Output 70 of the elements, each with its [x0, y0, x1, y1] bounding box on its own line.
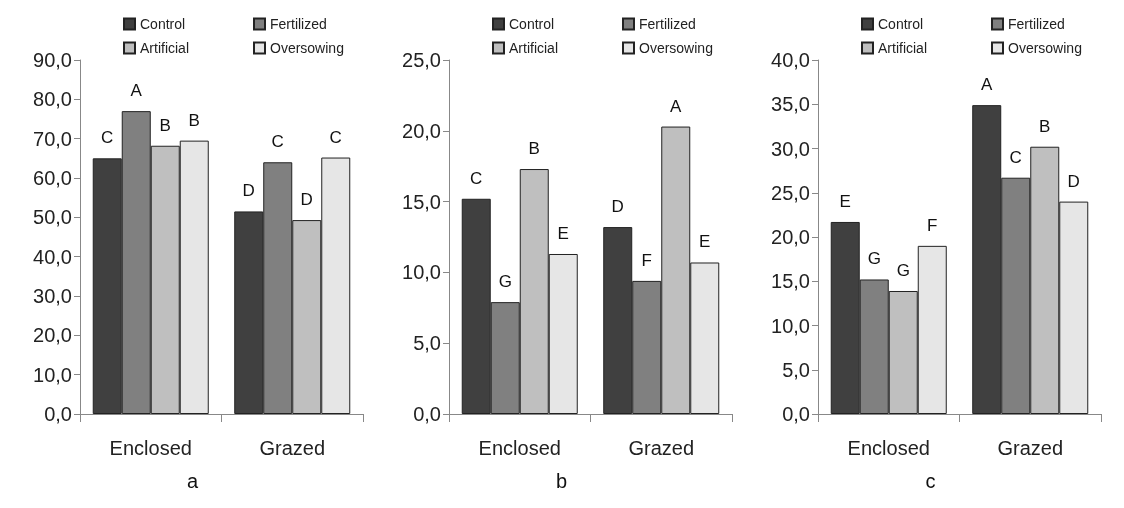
- y-tick-label: 60,0: [33, 167, 72, 189]
- y-tick-label: 20,0: [402, 119, 441, 142]
- y-tick-label: 20,0: [771, 226, 810, 248]
- y-tick-label: 80,0: [33, 88, 72, 111]
- legend-label: Control: [509, 16, 555, 32]
- legend-label: Fertilized: [1008, 16, 1065, 32]
- x-tick-label: Enclosed: [478, 437, 561, 459]
- legend-label: Fertilized: [639, 16, 696, 32]
- data-label: E: [699, 232, 711, 252]
- y-tick-label: 0,0: [782, 403, 810, 425]
- y-tick-label: 20,0: [33, 324, 72, 347]
- y-tick-label: 10,0: [402, 261, 441, 284]
- legend-label: Artificial: [509, 40, 559, 56]
- data-label: D: [1067, 171, 1080, 191]
- legend-label: Oversowing: [639, 40, 713, 56]
- data-label: B: [159, 115, 171, 135]
- legend-label: Artificial: [878, 40, 928, 56]
- x-tick-label: Grazed: [628, 437, 695, 459]
- y-tick-label: 0,0: [44, 403, 72, 425]
- data-label: C: [1009, 147, 1022, 167]
- y-tick-label: 70,0: [33, 127, 72, 150]
- data-label: A: [130, 81, 143, 101]
- data-label: D: [611, 197, 624, 217]
- y-tick-label: 10,0: [33, 363, 72, 386]
- y-tick-label: 15,0: [402, 190, 441, 213]
- y-tick-label: 5,0: [413, 332, 441, 355]
- data-label: C: [101, 128, 114, 148]
- y-tick-label: 25,0: [771, 181, 810, 204]
- data-label: E: [557, 223, 569, 243]
- legend-label: Oversowing: [270, 40, 344, 56]
- y-tick-label: 30,0: [33, 285, 72, 307]
- legend-label: Control: [140, 16, 186, 32]
- y-tick-label: 40,0: [771, 49, 810, 71]
- x-tick-label: Enclosed: [847, 437, 930, 459]
- legend-label: Fertilized: [270, 16, 327, 32]
- legend-label: Oversowing: [1008, 40, 1082, 56]
- data-label: D: [242, 181, 255, 201]
- text: b: [555, 470, 568, 492]
- data-label: B: [188, 110, 200, 130]
- data-label: F: [641, 250, 652, 270]
- data-label: G: [498, 272, 512, 292]
- y-tick-label: 50,0: [33, 206, 72, 229]
- y-tick-label: 10,0: [771, 314, 810, 337]
- data-label: B: [1039, 116, 1051, 136]
- y-tick-label: 5,0: [782, 358, 810, 381]
- data-label: C: [271, 132, 284, 152]
- data-label: D: [300, 190, 313, 210]
- data-label: G: [867, 249, 881, 269]
- data-label: C: [470, 168, 483, 188]
- text: a: [186, 470, 199, 492]
- y-tick-label: 25,0: [402, 49, 441, 71]
- data-label: B: [528, 139, 540, 159]
- legend-label: Artificial: [140, 40, 190, 56]
- data-label: E: [839, 191, 851, 211]
- y-tick-label: 0,0: [413, 403, 441, 425]
- y-tick-label: 35,0: [771, 93, 810, 116]
- x-tick-label: Enclosed: [109, 437, 192, 459]
- data-label: A: [981, 75, 994, 95]
- text: c: [925, 470, 936, 492]
- legend-label: Control: [878, 16, 924, 32]
- y-tick-label: 90,0: [33, 49, 72, 71]
- x-tick-label: Grazed: [259, 437, 326, 459]
- y-tick-label: 30,0: [771, 137, 810, 160]
- data-label: F: [927, 215, 938, 235]
- data-label: A: [670, 96, 683, 116]
- y-tick-label: 40,0: [33, 245, 72, 268]
- x-tick-label: Grazed: [997, 437, 1064, 459]
- data-label: C: [329, 127, 342, 147]
- y-tick-label: 15,0: [771, 270, 810, 293]
- data-label: G: [896, 260, 910, 280]
